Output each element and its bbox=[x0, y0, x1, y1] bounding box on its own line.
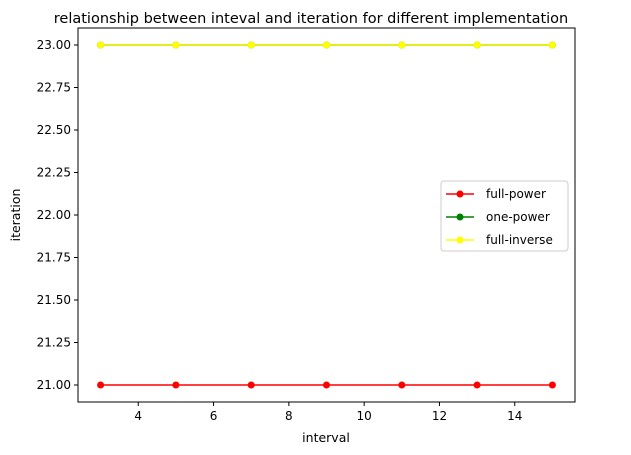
legend-marker bbox=[456, 213, 464, 221]
data-point bbox=[473, 381, 481, 389]
y-tick-label: 22.00 bbox=[37, 208, 71, 222]
x-tick-label: 14 bbox=[507, 409, 522, 423]
legend-label: full-power bbox=[486, 187, 546, 201]
legend-entry: full-power bbox=[446, 187, 546, 201]
y-axis-label: iteration bbox=[8, 189, 23, 242]
y-tick-label: 21.00 bbox=[37, 378, 71, 392]
x-axis-label: interval bbox=[302, 430, 350, 445]
series-full-power bbox=[97, 381, 556, 389]
legend-label: full-inverse bbox=[486, 233, 553, 247]
chart-title: relationship between inteval and iterati… bbox=[54, 11, 568, 27]
x-tick-label: 6 bbox=[210, 409, 218, 423]
legend-box bbox=[440, 180, 569, 252]
data-point bbox=[247, 41, 255, 49]
y-axis-ticks: 21.00 21.25 21.50 21.75 22.00 22.25 22.50 22.75… bbox=[37, 38, 78, 392]
y-tick-label: 21.50 bbox=[37, 293, 71, 307]
x-tick-label: 10 bbox=[357, 409, 372, 423]
data-point bbox=[97, 41, 105, 49]
data-point bbox=[398, 381, 406, 389]
x-tick-label: 8 bbox=[285, 409, 293, 423]
data-point bbox=[323, 41, 330, 49]
x-tick-label: 4 bbox=[134, 409, 142, 423]
data-point bbox=[398, 41, 406, 49]
legend-marker bbox=[456, 236, 464, 244]
legend-label: one-power bbox=[486, 210, 550, 224]
x-tick-label: 12 bbox=[432, 409, 447, 423]
legend-marker bbox=[456, 190, 464, 198]
y-tick-label: 23.00 bbox=[37, 38, 71, 52]
x-axis-ticks: 4 6 8 10 12 14 bbox=[134, 402, 522, 423]
y-tick-label: 21.25 bbox=[37, 336, 71, 350]
data-point bbox=[172, 41, 180, 49]
data-point bbox=[323, 381, 330, 389]
y-tick-label: 21.75 bbox=[37, 251, 71, 265]
y-tick-label: 22.75 bbox=[37, 81, 71, 95]
data-point bbox=[97, 381, 105, 389]
y-tick-label: 22.25 bbox=[37, 166, 71, 180]
legend-entry: full-inverse bbox=[446, 233, 553, 247]
legend-entry: one-power bbox=[446, 210, 550, 224]
y-tick-label: 22.50 bbox=[37, 123, 71, 137]
data-point bbox=[473, 41, 481, 49]
series-full-inverse bbox=[97, 41, 556, 49]
data-point bbox=[247, 381, 255, 389]
data-point bbox=[172, 381, 180, 389]
data-point bbox=[548, 381, 556, 389]
series-layer bbox=[97, 41, 556, 389]
data-point bbox=[548, 41, 556, 49]
legend: full-power one-power full-inverse bbox=[440, 180, 569, 252]
